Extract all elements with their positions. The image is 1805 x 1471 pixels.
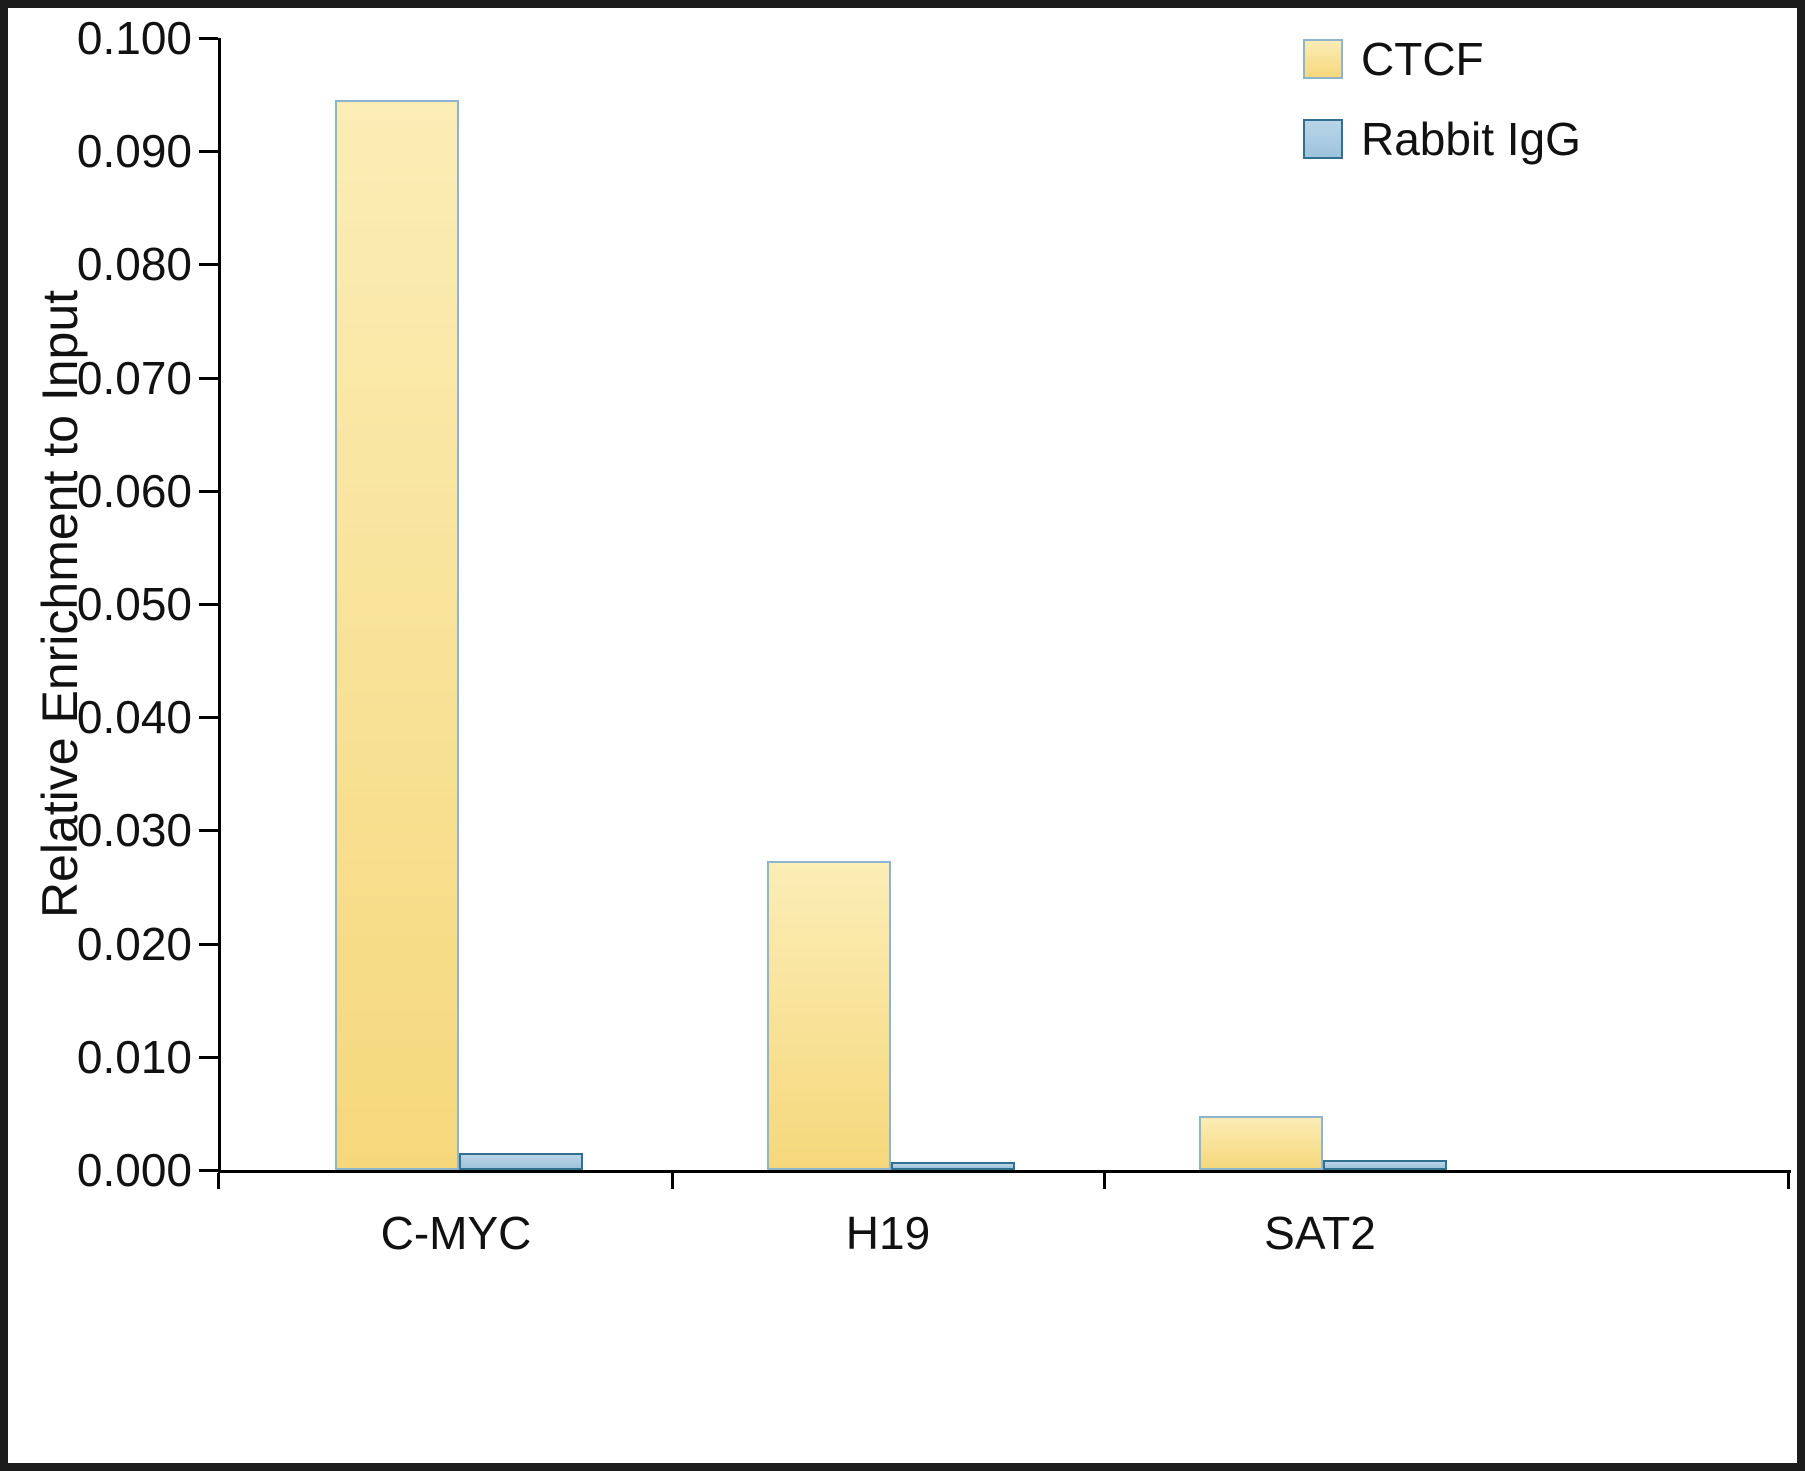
y-tick-mark — [199, 1169, 218, 1172]
y-tick-mark — [199, 263, 218, 267]
bar-rabbit-igg — [459, 1153, 583, 1170]
y-tick-mark — [199, 829, 218, 833]
legend-label: Rabbit IgG — [1361, 113, 1581, 165]
y-tick-label: 0.020 — [76, 917, 192, 970]
y-tick-label: 0.080 — [76, 238, 192, 291]
legend-swatch-rabbit-igg — [1303, 119, 1343, 159]
x-tick-mark — [671, 1173, 674, 1189]
y-tick-mark — [199, 150, 218, 154]
y-tick-label: 0.070 — [76, 351, 192, 404]
y-tick-label: 0.040 — [76, 691, 192, 744]
legend-label: CTCF — [1361, 33, 1484, 85]
x-tick-mark — [217, 1173, 220, 1189]
legend-swatch-ctcf — [1303, 39, 1343, 79]
y-tick-label: 0.090 — [76, 125, 192, 178]
y-tick-mark — [199, 1055, 218, 1059]
x-tick-mark — [1103, 1173, 1106, 1189]
y-tick-mark — [199, 716, 218, 720]
y-tick-label: 0.010 — [76, 1030, 192, 1083]
bar-rabbit-igg — [1323, 1159, 1447, 1170]
x-axis-label: SAT2 — [1264, 1207, 1376, 1259]
bar-ctcf — [767, 860, 891, 1170]
y-tick-mark — [199, 603, 218, 606]
y-tick-label: 0.030 — [76, 804, 192, 857]
y-tick-mark — [199, 489, 218, 493]
y-tick-mark — [199, 376, 218, 380]
bar-ctcf — [1199, 1115, 1323, 1170]
x-tick-mark — [1787, 1173, 1790, 1189]
legend-item: CTCF — [1303, 32, 1581, 86]
x-axis-label: H19 — [845, 1207, 931, 1259]
y-tick-label: 0.000 — [76, 1144, 192, 1196]
legend-item: Rabbit IgG — [1303, 112, 1581, 166]
x-axis-label: C-MYC — [380, 1207, 532, 1259]
plot-area — [218, 38, 1791, 1173]
legend: CTCF Rabbit IgG — [1303, 32, 1581, 166]
y-tick-mark — [199, 37, 218, 40]
bar-ctcf — [335, 100, 459, 1170]
y-tick-mark — [199, 942, 218, 946]
y-tick-label: 0.060 — [76, 464, 192, 517]
y-tick-label: 0.100 — [76, 12, 192, 64]
y-tick-label: 0.050 — [76, 578, 192, 630]
bar-rabbit-igg — [891, 1162, 1015, 1170]
